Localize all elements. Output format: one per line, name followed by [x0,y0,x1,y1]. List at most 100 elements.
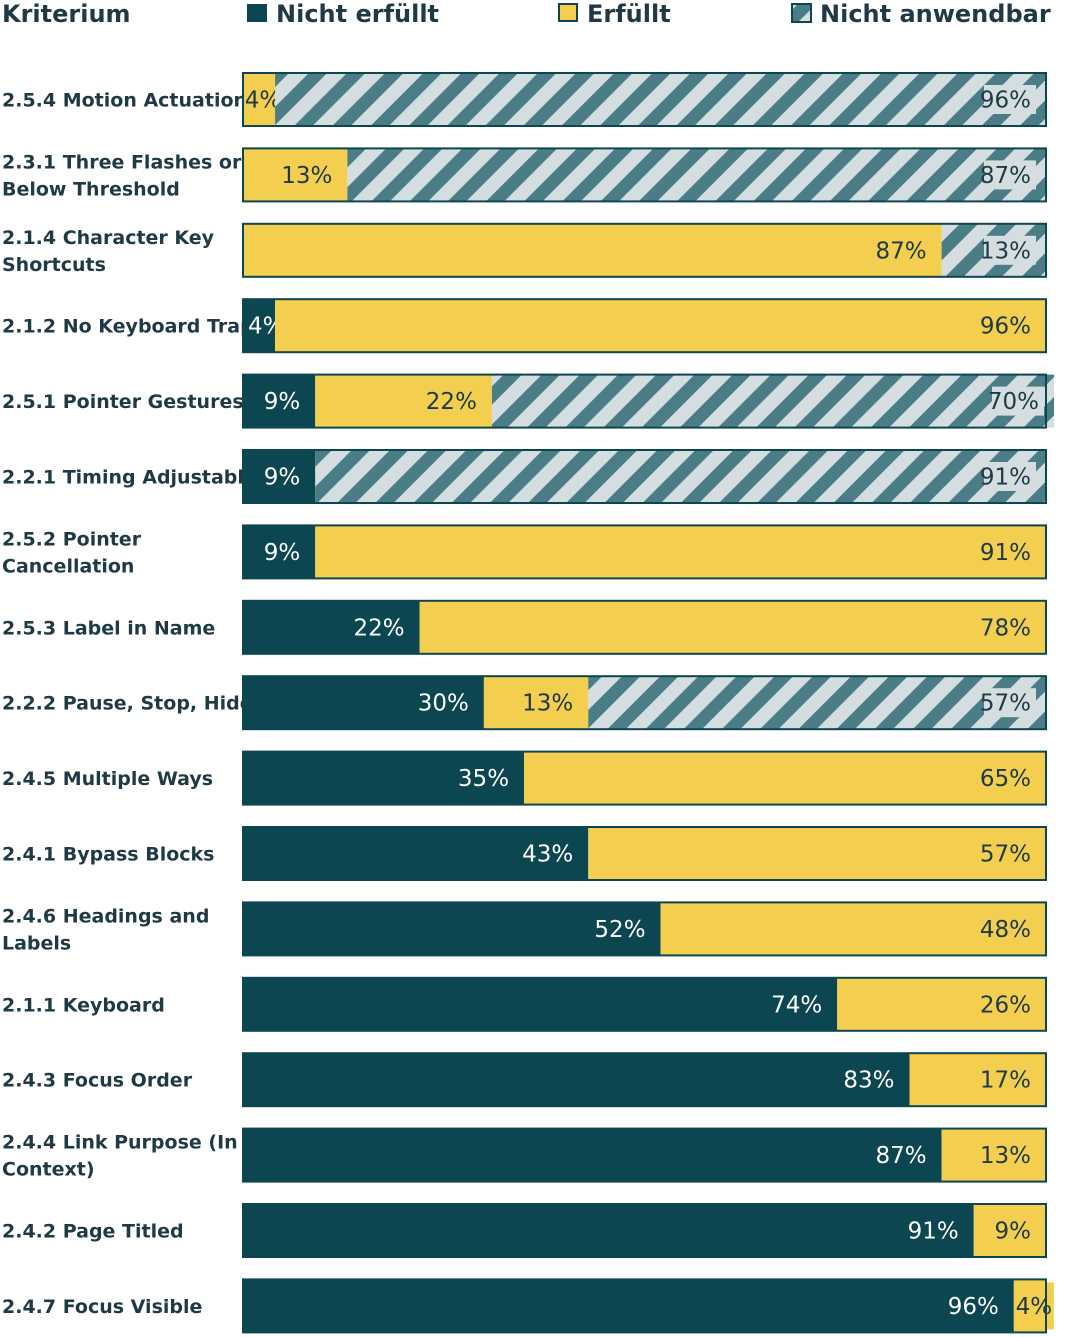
bar-segment-erfuellt [275,299,1046,353]
category-label: 2.1.2 No Keyboard Trap [2,316,254,338]
category-label: 2.4.5 Multiple Ways [2,768,213,790]
bar-outline [242,826,1047,881]
bar-row-2-2-2-pause-stop-hide: 2.2.2 Pause, Stop, Hide 30% 13% 57% [2,675,1047,731]
bar-segment-erfuellt [660,902,1046,956]
value-label: 57% [980,842,1031,868]
bar-segment-erfuellt [243,223,942,277]
bar-outline [242,1052,1047,1108]
bar-segment-nicht-erfuellt [243,977,838,1031]
value-label: 13% [281,163,332,189]
legend-label-nicht-erfuellt: Nicht erfüllt [276,0,439,28]
bar-row-2-4-7-focus-visible: 2.4.7 Focus Visible 96% 4% [2,1278,1054,1334]
bar-outline [242,675,1047,731]
value-label: 13% [980,238,1031,264]
legend-label-erfuellt: Erfüllt [587,0,671,28]
value-label: 9% [995,1219,1032,1245]
bar-row-2-4-4-link-purpose-in-context: 2.4.4 Link Purpose (In Context) 87% 13% [2,1127,1047,1183]
value-label: 96% [980,88,1031,114]
bar-row-2-5-1-pointer-gestures: 2.5.1 Pointer Gestures 9% 22% 70% [2,373,1055,429]
bar-row-2-4-6-headings-and-labels: 2.4.6 Headings and Labels 52% 48% [2,901,1047,957]
category-label: 2.1.4 Character Key Shortcuts [2,227,215,276]
value-label: 87% [875,238,926,264]
bar-segment-erfuellt [524,751,1046,805]
bar-outline [242,72,1047,127]
value-label: 35% [458,766,509,792]
legend-swatch-erfuellt [558,3,578,22]
bar-outline [242,1127,1047,1183]
bar-outline [242,1203,1047,1258]
bar-segment-nicht-erfuellt [243,450,316,503]
bar-segment-nicht-erfuellt [243,1279,1014,1333]
category-label: 2.5.3 Label in Name [2,617,215,639]
value-label: 91% [980,465,1031,491]
value-label-background [984,160,1036,190]
bar-segment-erfuellt [588,827,1046,880]
category-label: 2.4.4 Link Purpose (In Context) [2,1132,238,1181]
value-label-background [1013,1282,1054,1330]
category-label: 2.4.3 Focus Order [2,1070,193,1092]
bar-row-2-1-1-keyboard: 2.1.1 Keyboard 74% 26% [2,976,1047,1032]
bar-segment-nicht-erfuellt [243,600,420,654]
bar-outline [242,449,1047,504]
bar-row-2-4-1-bypass-blocks: 2.4.1 Bypass Blocks 43% 57% [2,826,1047,881]
bar-outline [242,222,1047,278]
category-label: 2.3.1 Three Flashes or Below Threshold [2,151,242,200]
bar-segment-erfuellt [243,148,348,202]
value-label: 13% [522,691,573,717]
bar-segment-nicht-erfuellt [243,751,525,805]
value-label: 65% [980,766,1031,792]
bar-segment-nicht-erfuellt [243,1053,910,1107]
value-label-background [984,85,1036,114]
value-label: 96% [980,314,1031,340]
category-label: 2.2.2 Pause, Stop, Hide [2,693,253,715]
bar-segment-nicht-erfuellt [243,299,276,353]
value-label: 52% [594,917,645,943]
value-label: 13% [980,1143,1031,1169]
bar-segment-nicht-erfuellt [243,1128,942,1182]
value-label-background [992,386,1045,416]
category-label: 2.5.4 Motion Actuation [2,90,247,112]
value-label: 83% [843,1068,894,1094]
value-label: 87% [980,163,1031,189]
value-label: 9% [264,465,301,491]
legend-label-nicht-anwendbar: Nicht anwendbar [820,0,1051,28]
column-header: Kriterium [2,0,131,28]
legend: Nicht erfüllt Erfüllt Nicht anwendbar [247,0,1051,28]
bar-segment-erfuellt [483,676,589,730]
bar-outline [242,599,1047,655]
value-label: 87% [875,1143,926,1169]
value-label: 70% [988,389,1039,415]
legend-swatch-nicht-anwendbar [791,3,812,23]
bar-segment-erfuellt [941,1128,1046,1182]
bar-segment-nicht-erfuellt [243,827,589,880]
bar-row-2-1-4-character-key-shortcuts: 2.1.4 Character Key Shortcuts 87% 13% [2,222,1047,278]
bar-row-2-5-2-pointer-cancellation: 2.5.2 Pointer Cancellation 9% 91% [2,524,1047,580]
bar-segment-nicht-erfuellt [243,1204,974,1257]
value-label-background [984,235,1036,265]
bar-row-2-5-3-label-in-name: 2.5.3 Label in Name 22% 78% [2,599,1047,655]
bar-segment-erfuellt [315,525,1046,579]
category-label: 2.4.2 Page Titled [2,1221,184,1243]
bar-outline [242,524,1047,580]
bar-segment-nicht-anwendbar [588,676,1046,730]
bar-row-2-4-2-page-titled: 2.4.2 Page Titled 91% 9% [2,1203,1047,1258]
bar-outline [242,147,1047,203]
category-label: 2.1.1 Keyboard [2,994,165,1016]
bar-outline [242,976,1047,1032]
category-label: 2.4.6 Headings and Labels [2,905,209,954]
value-label: 43% [522,842,573,868]
value-label: 91% [908,1219,959,1245]
bar-outline [242,298,1047,354]
legend-swatch-nicht-erfuellt [247,4,267,22]
bar-row-2-4-3-focus-order: 2.4.3 Focus Order 83% 17% [2,1052,1047,1108]
value-label: 22% [426,389,477,415]
bar-segment-erfuellt [909,1053,1046,1107]
value-label: 30% [418,691,469,717]
value-label: 78% [980,615,1031,641]
bar-segment-erfuellt [315,374,492,428]
value-label: 57% [980,691,1031,717]
